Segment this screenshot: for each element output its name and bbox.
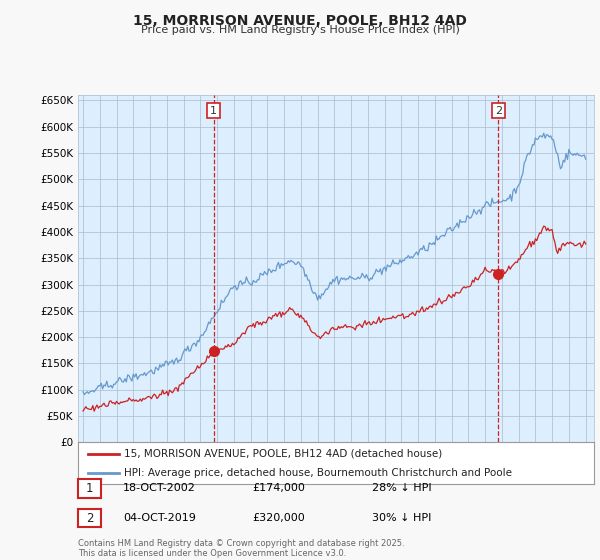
Text: Price paid vs. HM Land Registry's House Price Index (HPI): Price paid vs. HM Land Registry's House …	[140, 25, 460, 35]
Text: 04-OCT-2019: 04-OCT-2019	[123, 513, 196, 523]
Text: £174,000: £174,000	[252, 483, 305, 493]
Text: 15, MORRISON AVENUE, POOLE, BH12 4AD (detached house): 15, MORRISON AVENUE, POOLE, BH12 4AD (de…	[124, 449, 443, 459]
Text: 2: 2	[86, 511, 93, 525]
Text: 30% ↓ HPI: 30% ↓ HPI	[372, 513, 431, 523]
Text: £320,000: £320,000	[252, 513, 305, 523]
Text: 2: 2	[495, 106, 502, 115]
Text: 18-OCT-2002: 18-OCT-2002	[123, 483, 196, 493]
Text: 1: 1	[210, 106, 217, 115]
Text: 1: 1	[86, 482, 93, 495]
Text: 28% ↓ HPI: 28% ↓ HPI	[372, 483, 431, 493]
Text: Contains HM Land Registry data © Crown copyright and database right 2025.
This d: Contains HM Land Registry data © Crown c…	[78, 539, 404, 558]
Text: HPI: Average price, detached house, Bournemouth Christchurch and Poole: HPI: Average price, detached house, Bour…	[124, 468, 512, 478]
Text: 15, MORRISON AVENUE, POOLE, BH12 4AD: 15, MORRISON AVENUE, POOLE, BH12 4AD	[133, 14, 467, 28]
